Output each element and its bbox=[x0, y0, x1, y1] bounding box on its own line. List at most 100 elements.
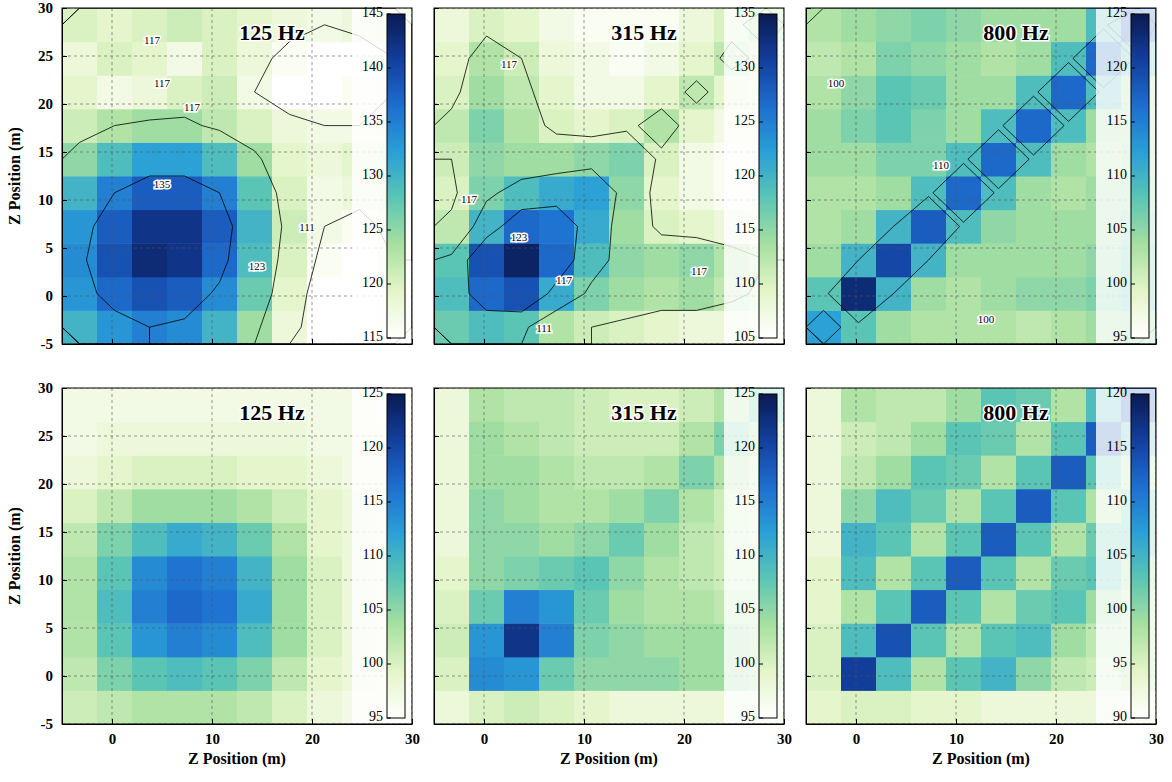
heatmap-cell bbox=[97, 142, 133, 176]
x-tick: 10 bbox=[949, 719, 964, 747]
heatmap-cell bbox=[911, 388, 947, 422]
heatmap-cell bbox=[841, 623, 877, 657]
plot-frame bbox=[806, 388, 1156, 724]
x-tick bbox=[584, 339, 585, 344]
colorbar-tick-label: 120 bbox=[1106, 385, 1127, 400]
heatmap-cell bbox=[981, 522, 1017, 556]
heatmap-cell bbox=[946, 556, 982, 590]
heatmap-cell bbox=[574, 590, 610, 624]
heatmap-cell bbox=[97, 277, 133, 311]
tick-mark bbox=[784, 339, 785, 344]
grid-line bbox=[212, 388, 213, 724]
contour-label: 123 bbox=[511, 231, 528, 243]
heatmap-cell bbox=[574, 522, 610, 556]
colorbar-tick-label: 100 bbox=[1106, 275, 1127, 290]
heatmap-cell bbox=[167, 522, 203, 556]
axis-line bbox=[62, 9, 63, 345]
heatmap-cell bbox=[946, 690, 982, 724]
y-tick: 25 bbox=[38, 428, 67, 444]
heatmap-cell bbox=[469, 310, 505, 344]
panel-title: 315 Hz bbox=[611, 400, 677, 425]
colorbar-tick-label: 100 bbox=[734, 655, 755, 670]
heatmap-cell bbox=[1051, 310, 1087, 344]
tick-mark bbox=[434, 248, 439, 249]
grid-line bbox=[1056, 388, 1057, 724]
figure-svg: -5051015202530Z Position (m)117117117135… bbox=[0, 0, 1172, 782]
heatmap-cell bbox=[644, 623, 680, 657]
heatmap-cell bbox=[806, 277, 842, 311]
heatmap-cell bbox=[434, 489, 470, 523]
colorbar-tick bbox=[1131, 68, 1135, 69]
tick-mark bbox=[806, 8, 811, 9]
heatmap-cell bbox=[574, 489, 610, 523]
heatmap-cell bbox=[504, 210, 540, 244]
heatmap-cell bbox=[644, 556, 680, 590]
colorbar-tick-label: 100 bbox=[362, 655, 383, 670]
heatmap-cell bbox=[202, 556, 238, 590]
tick-mark bbox=[806, 484, 811, 485]
heatmap-cell bbox=[132, 210, 168, 244]
panel: 0102030Z Position (m)800 Hz9095100105110… bbox=[806, 385, 1164, 768]
y-tick: 5 bbox=[46, 620, 68, 636]
heatmap-cell bbox=[539, 243, 575, 277]
y-tick-label: 30 bbox=[38, 0, 53, 16]
heatmap-cell bbox=[307, 489, 343, 523]
heatmap-cell bbox=[237, 422, 273, 456]
x-tick bbox=[784, 339, 785, 344]
heatmap-cell bbox=[1016, 277, 1052, 311]
x-axis: 0102030 bbox=[435, 719, 793, 747]
heatmap-cell bbox=[574, 42, 610, 76]
colorbar-tick bbox=[1131, 14, 1135, 15]
heatmap-cell bbox=[539, 176, 575, 210]
heatmap-cell bbox=[272, 109, 308, 143]
heatmap-cell bbox=[679, 210, 715, 244]
heatmap-cell bbox=[609, 556, 645, 590]
heatmap-cell bbox=[609, 690, 645, 724]
y-tick bbox=[806, 532, 811, 533]
y-tick bbox=[806, 296, 811, 297]
x-tick bbox=[1056, 339, 1057, 344]
y-tick-label: 5 bbox=[46, 240, 54, 256]
y-axis-title: Z Position (m) bbox=[6, 127, 24, 225]
heatmap-cell bbox=[97, 623, 133, 657]
heatmap-cell bbox=[806, 210, 842, 244]
heatmap-cell bbox=[469, 8, 505, 42]
colorbar-tick-label: 105 bbox=[1106, 547, 1127, 562]
heatmap-cell bbox=[202, 388, 238, 422]
x-tick bbox=[412, 339, 413, 344]
y-tick: 5 bbox=[46, 240, 68, 256]
heatmap-cell bbox=[841, 690, 877, 724]
y-tick-label: 20 bbox=[38, 476, 53, 492]
heatmap-cell bbox=[62, 556, 98, 590]
heatmap-cell bbox=[1051, 243, 1087, 277]
heatmap-cell bbox=[981, 243, 1017, 277]
heatmap-cell bbox=[237, 623, 273, 657]
contour-label: 117 bbox=[556, 274, 573, 286]
x-tick bbox=[1156, 339, 1157, 344]
heatmap-cell bbox=[981, 623, 1017, 657]
heatmap-cell bbox=[806, 8, 842, 42]
plot-area bbox=[806, 388, 1156, 724]
colorbar-tick-label: 110 bbox=[363, 547, 383, 562]
heatmap-cell bbox=[1051, 422, 1087, 456]
colorbar-tick bbox=[387, 230, 391, 231]
contour-line bbox=[806, 8, 1156, 344]
heatmap-cell bbox=[841, 109, 877, 143]
y-tick-label: 0 bbox=[46, 288, 54, 304]
heatmap-cell bbox=[1051, 210, 1087, 244]
heatmap-cell bbox=[62, 657, 98, 691]
heatmap-cell bbox=[539, 489, 575, 523]
tick-mark bbox=[856, 719, 857, 724]
y-tick: 20 bbox=[38, 96, 67, 112]
heatmap-cell bbox=[469, 556, 505, 590]
heatmap-cell bbox=[1051, 42, 1087, 76]
y-tick: 20 bbox=[38, 476, 67, 492]
heatmap-cell bbox=[167, 623, 203, 657]
panel: 0102030-5051015202530Z Position (m)Z Pos… bbox=[6, 380, 420, 768]
heatmap-cell bbox=[644, 109, 680, 143]
grid-line bbox=[956, 388, 957, 724]
colorbar-tick-label: 115 bbox=[735, 221, 755, 236]
heatmap-cell bbox=[679, 42, 715, 76]
heatmap-cell bbox=[911, 556, 947, 590]
colorbar-tick-label: 100 bbox=[1106, 601, 1127, 616]
